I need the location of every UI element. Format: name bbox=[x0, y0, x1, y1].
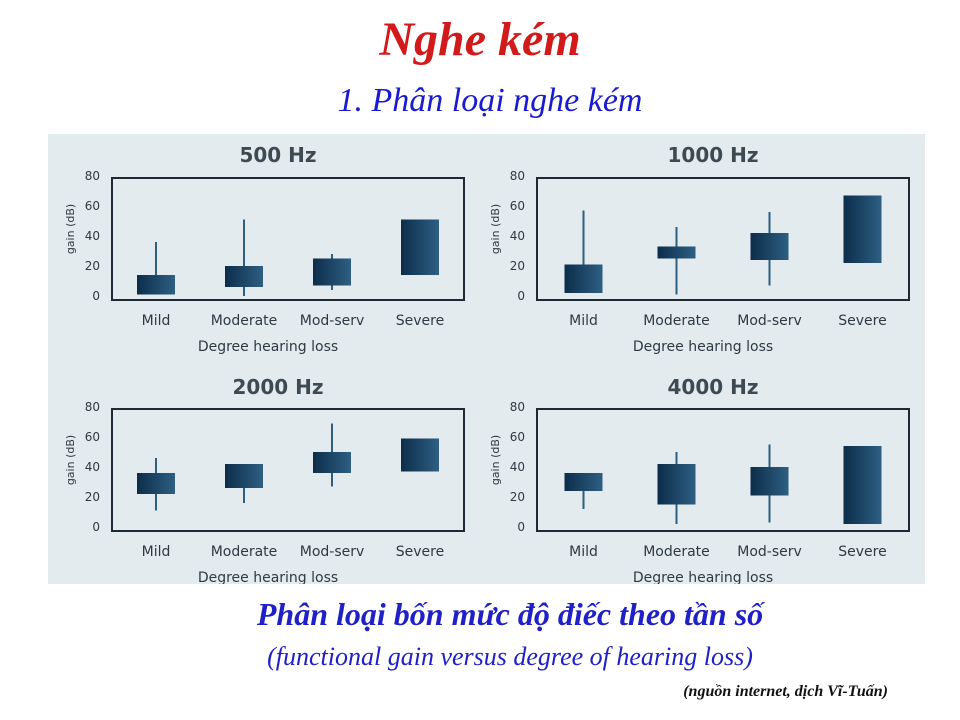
category-label: Mild bbox=[569, 544, 598, 560]
chart-frame bbox=[111, 177, 465, 301]
chart-frame bbox=[111, 408, 465, 532]
box-mod-serv bbox=[750, 467, 789, 496]
box-mild bbox=[137, 473, 175, 494]
y-tick-label: 20 bbox=[85, 490, 100, 504]
box-mod-serv bbox=[750, 233, 789, 260]
chart-panel: 500 Hz 80 60 40 20 0 gain (dB) Mild Moderate Mod-… bbox=[48, 134, 925, 584]
category-label: Moderate bbox=[643, 313, 710, 329]
box-severe bbox=[401, 438, 439, 472]
chart-frame bbox=[536, 408, 910, 532]
box-moderate bbox=[657, 464, 696, 505]
y-tick-label: 0 bbox=[92, 289, 100, 303]
category-label: Severe bbox=[838, 313, 886, 329]
y-tick-label: 40 bbox=[510, 460, 525, 474]
chart-title: 4000 Hz bbox=[667, 375, 758, 399]
category-label: Mod-serv bbox=[737, 544, 802, 560]
x-axis-label: Degree hearing loss bbox=[633, 339, 773, 355]
chart-title: 1000 Hz bbox=[667, 143, 758, 167]
box-mild bbox=[137, 275, 175, 295]
source-note: (nguồn internet, dịch Vĩ-Tuấn) bbox=[683, 683, 888, 700]
box-severe bbox=[843, 195, 882, 263]
category-label: Severe bbox=[396, 544, 444, 560]
chart-title: 2000 Hz bbox=[232, 375, 323, 399]
x-axis-label: Degree hearing loss bbox=[633, 570, 773, 584]
y-tick-label: 0 bbox=[517, 289, 525, 303]
box-moderate bbox=[657, 246, 696, 259]
box-severe bbox=[843, 446, 882, 524]
y-tick-label: 80 bbox=[510, 400, 525, 414]
category-label: Moderate bbox=[211, 313, 278, 329]
y-axis-label: gain (dB) bbox=[64, 435, 77, 485]
slide-subtitle: 1. Phân loại nghe kém bbox=[337, 82, 643, 119]
y-tick-label: 80 bbox=[85, 169, 100, 183]
category-label: Mild bbox=[142, 313, 171, 329]
category-label: Mod-serv bbox=[737, 313, 802, 329]
y-tick-label: 20 bbox=[510, 490, 525, 504]
category-label: Mild bbox=[142, 544, 171, 560]
category-label: Severe bbox=[396, 313, 444, 329]
box-mod-serv bbox=[313, 258, 351, 286]
y-axis-label: gain (dB) bbox=[489, 204, 502, 254]
y-tick-label: 20 bbox=[510, 259, 525, 273]
figure-caption-english: (functional gain versus degree of hearin… bbox=[267, 642, 753, 671]
box-moderate bbox=[225, 464, 263, 488]
y-tick-label: 60 bbox=[510, 199, 525, 213]
y-tick-label: 60 bbox=[85, 199, 100, 213]
y-tick-label: 80 bbox=[85, 400, 100, 414]
chart-title: 500 Hz bbox=[239, 143, 316, 167]
charts-svg: 500 Hz 80 60 40 20 0 gain (dB) Mild Moderate Mod-… bbox=[64, 143, 910, 584]
category-label: Mod-serv bbox=[300, 544, 365, 560]
y-tick-label: 60 bbox=[510, 430, 525, 444]
x-axis-label: Degree hearing loss bbox=[198, 339, 338, 355]
box-moderate bbox=[225, 266, 263, 287]
y-tick-label: 80 bbox=[510, 169, 525, 183]
slide-title: Nghe kém bbox=[379, 13, 581, 66]
y-axis-label: gain (dB) bbox=[64, 204, 77, 254]
box-mild bbox=[564, 264, 603, 293]
y-tick-label: 0 bbox=[92, 520, 100, 534]
y-tick-label: 40 bbox=[85, 229, 100, 243]
y-tick-label: 60 bbox=[85, 430, 100, 444]
box-severe bbox=[401, 219, 439, 275]
x-axis-label: Degree hearing loss bbox=[198, 570, 338, 584]
category-label: Mild bbox=[569, 313, 598, 329]
y-tick-label: 40 bbox=[85, 460, 100, 474]
category-label: Severe bbox=[838, 544, 886, 560]
y-tick-label: 40 bbox=[510, 229, 525, 243]
category-label: Moderate bbox=[211, 544, 278, 560]
category-label: Moderate bbox=[643, 544, 710, 560]
box-mod-serv bbox=[313, 452, 351, 473]
box-mild bbox=[564, 473, 603, 491]
category-label: Mod-serv bbox=[300, 313, 365, 329]
chart-frame bbox=[536, 177, 910, 301]
y-tick-label: 20 bbox=[85, 259, 100, 273]
y-tick-label: 0 bbox=[517, 520, 525, 534]
y-axis-label: gain (dB) bbox=[489, 435, 502, 485]
figure-caption: Phân loại bốn mức độ điếc theo tần số bbox=[256, 596, 764, 632]
